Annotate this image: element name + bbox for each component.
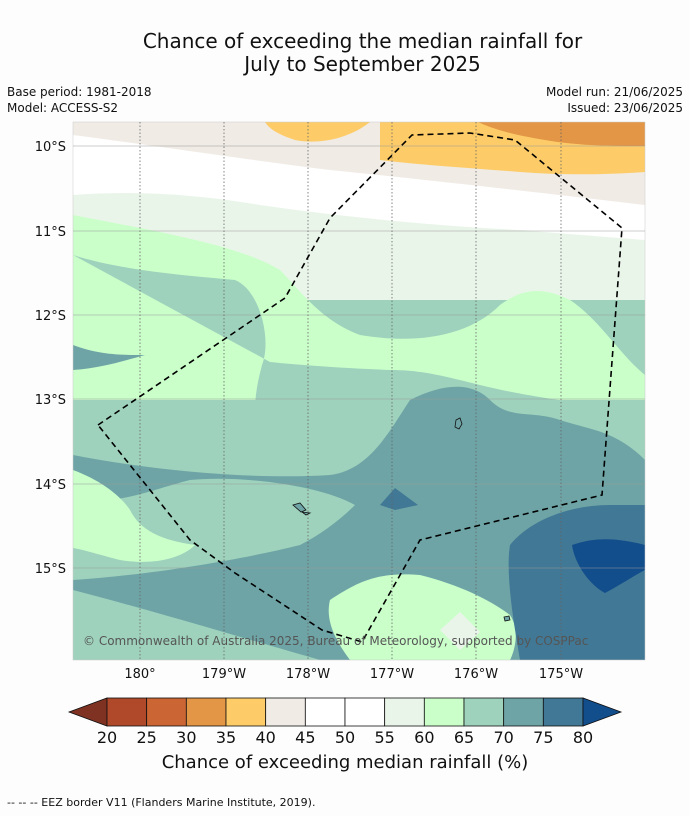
colorbar-segment <box>344 697 386 727</box>
colorbar-tick-label: 80 <box>573 728 593 747</box>
colorbar-label: Chance of exceeding median rainfall (%) <box>161 752 529 773</box>
copyright-text: © Commonwealth of Australia 2025, Bureau… <box>83 634 588 648</box>
colorbar-segment <box>542 697 584 727</box>
colorbar-segment <box>423 697 465 727</box>
colorbar-segment <box>384 697 425 727</box>
lon-label: 178°W <box>286 667 330 682</box>
colorbar-segment <box>503 697 544 727</box>
colorbar-segment <box>265 697 306 727</box>
colorbar-tick-label: 25 <box>136 728 156 747</box>
contour-fill <box>73 122 645 660</box>
meta-right: Model run: 21/06/2025 Issued: 23/06/2025 <box>546 84 683 116</box>
meta-left: Base period: 1981-2018 Model: ACCESS-S2 <box>7 84 152 116</box>
lat-labels: 10°S 11°S 12°S 13°S 14°S 15°S <box>35 140 66 577</box>
colorbar: 20 25 30 35 40 45 50 55 60 65 70 75 80 <box>67 697 623 747</box>
colorbar-segment <box>185 697 227 727</box>
colorbar-segment <box>304 697 346 727</box>
colorbar-tick-label: 75 <box>533 728 553 747</box>
lon-label: 177°W <box>370 667 414 682</box>
colorbar-tick-label: 50 <box>335 728 355 747</box>
islands <box>292 417 511 622</box>
issued-date: Issued: 23/06/2025 <box>567 101 683 115</box>
colorbar-tick-label: 45 <box>295 728 315 747</box>
model-run: Model run: 21/06/2025 <box>545 85 683 99</box>
lon-label: 175°W <box>539 667 583 682</box>
eez-border <box>96 132 623 643</box>
colorbar-segment <box>106 697 148 727</box>
base-period: Base period: 1981-2018 <box>7 85 152 99</box>
colorbar-tick-label: 55 <box>374 728 394 747</box>
lon-label: 179°W <box>202 667 246 682</box>
colorbar-segment <box>225 697 267 727</box>
colorbar-tick-label: 60 <box>414 728 434 747</box>
colorbar-segment <box>146 697 187 727</box>
title-line-2: July to September 2025 <box>244 52 481 76</box>
colorbar-min-arrow <box>67 697 108 727</box>
colorbar-tick-label: 20 <box>97 728 117 747</box>
model-name: Model: ACCESS-S2 <box>7 101 119 115</box>
colorbar-tick-label: 35 <box>216 728 236 747</box>
lon-gridlines <box>139 122 562 660</box>
colorbar-tick-label: 40 <box>255 728 275 747</box>
lat-label: 13°S <box>35 393 66 408</box>
lat-label: 15°S <box>35 562 66 577</box>
lon-labels: 180° 179°W 178°W 177°W 176°W 175°W <box>124 667 583 682</box>
lat-label: 10°S <box>35 140 66 155</box>
title-line-1: Chance of exceeding the median rainfall … <box>142 29 583 53</box>
footer-note: -- -- -- EEZ border V11 (Flanders Marine… <box>7 796 316 809</box>
colorbar-tick-label: 65 <box>454 728 474 747</box>
lat-label: 14°S <box>35 478 66 493</box>
lat-label: 11°S <box>35 225 66 240</box>
lon-label: 180° <box>124 667 155 682</box>
colorbar-tick-label: 70 <box>493 728 513 747</box>
chart-title: Chance of exceeding the median rainfall … <box>0 30 690 76</box>
colorbar-tick-label: 30 <box>176 728 196 747</box>
colorbar-segment <box>463 697 505 727</box>
lon-label: 176°W <box>454 667 498 682</box>
lat-label: 12°S <box>35 309 66 324</box>
lat-gridlines <box>73 145 645 569</box>
colorbar-max-arrow <box>582 697 623 727</box>
